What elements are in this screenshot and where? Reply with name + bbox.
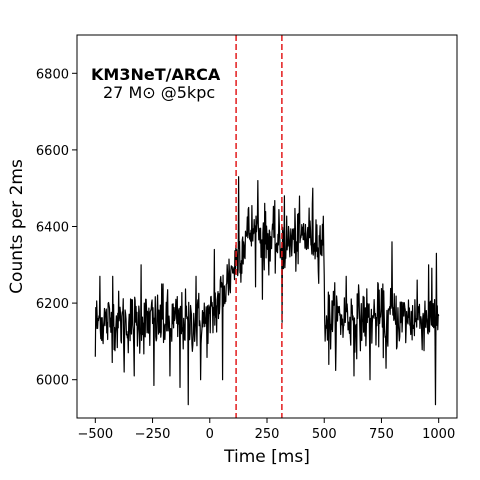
x-tick-label: −500 bbox=[77, 427, 113, 442]
x-axis: −500 −250 0 250 500 750 1000 bbox=[77, 418, 455, 442]
x-tick-label: 250 bbox=[255, 427, 280, 442]
y-tick-label: 6400 bbox=[36, 221, 69, 236]
y-tick-label: 6000 bbox=[36, 374, 69, 389]
y-tick-label: 6600 bbox=[36, 144, 69, 159]
y-tick-label: 6800 bbox=[36, 67, 69, 82]
x-tick-label: 1000 bbox=[422, 427, 455, 442]
y-axis: 6000 6200 6400 6600 6800 bbox=[36, 67, 77, 389]
x-tick-label: −250 bbox=[135, 427, 171, 442]
x-tick-label: 750 bbox=[369, 427, 394, 442]
counts-series-line bbox=[94, 176, 440, 406]
y-axis-label: Counts per 2ms bbox=[7, 159, 27, 294]
series-layer bbox=[94, 176, 440, 406]
annotation-title: KM3NeT/ARCA bbox=[91, 65, 221, 84]
annotation-subtitle: 27 M⊙ @5kpc bbox=[103, 83, 215, 102]
x-tick-label: 0 bbox=[206, 427, 214, 442]
y-tick-label: 6200 bbox=[36, 297, 69, 312]
vline-layer bbox=[235, 35, 283, 418]
x-axis-label: Time [ms] bbox=[223, 447, 310, 467]
x-tick-label: 500 bbox=[312, 427, 337, 442]
